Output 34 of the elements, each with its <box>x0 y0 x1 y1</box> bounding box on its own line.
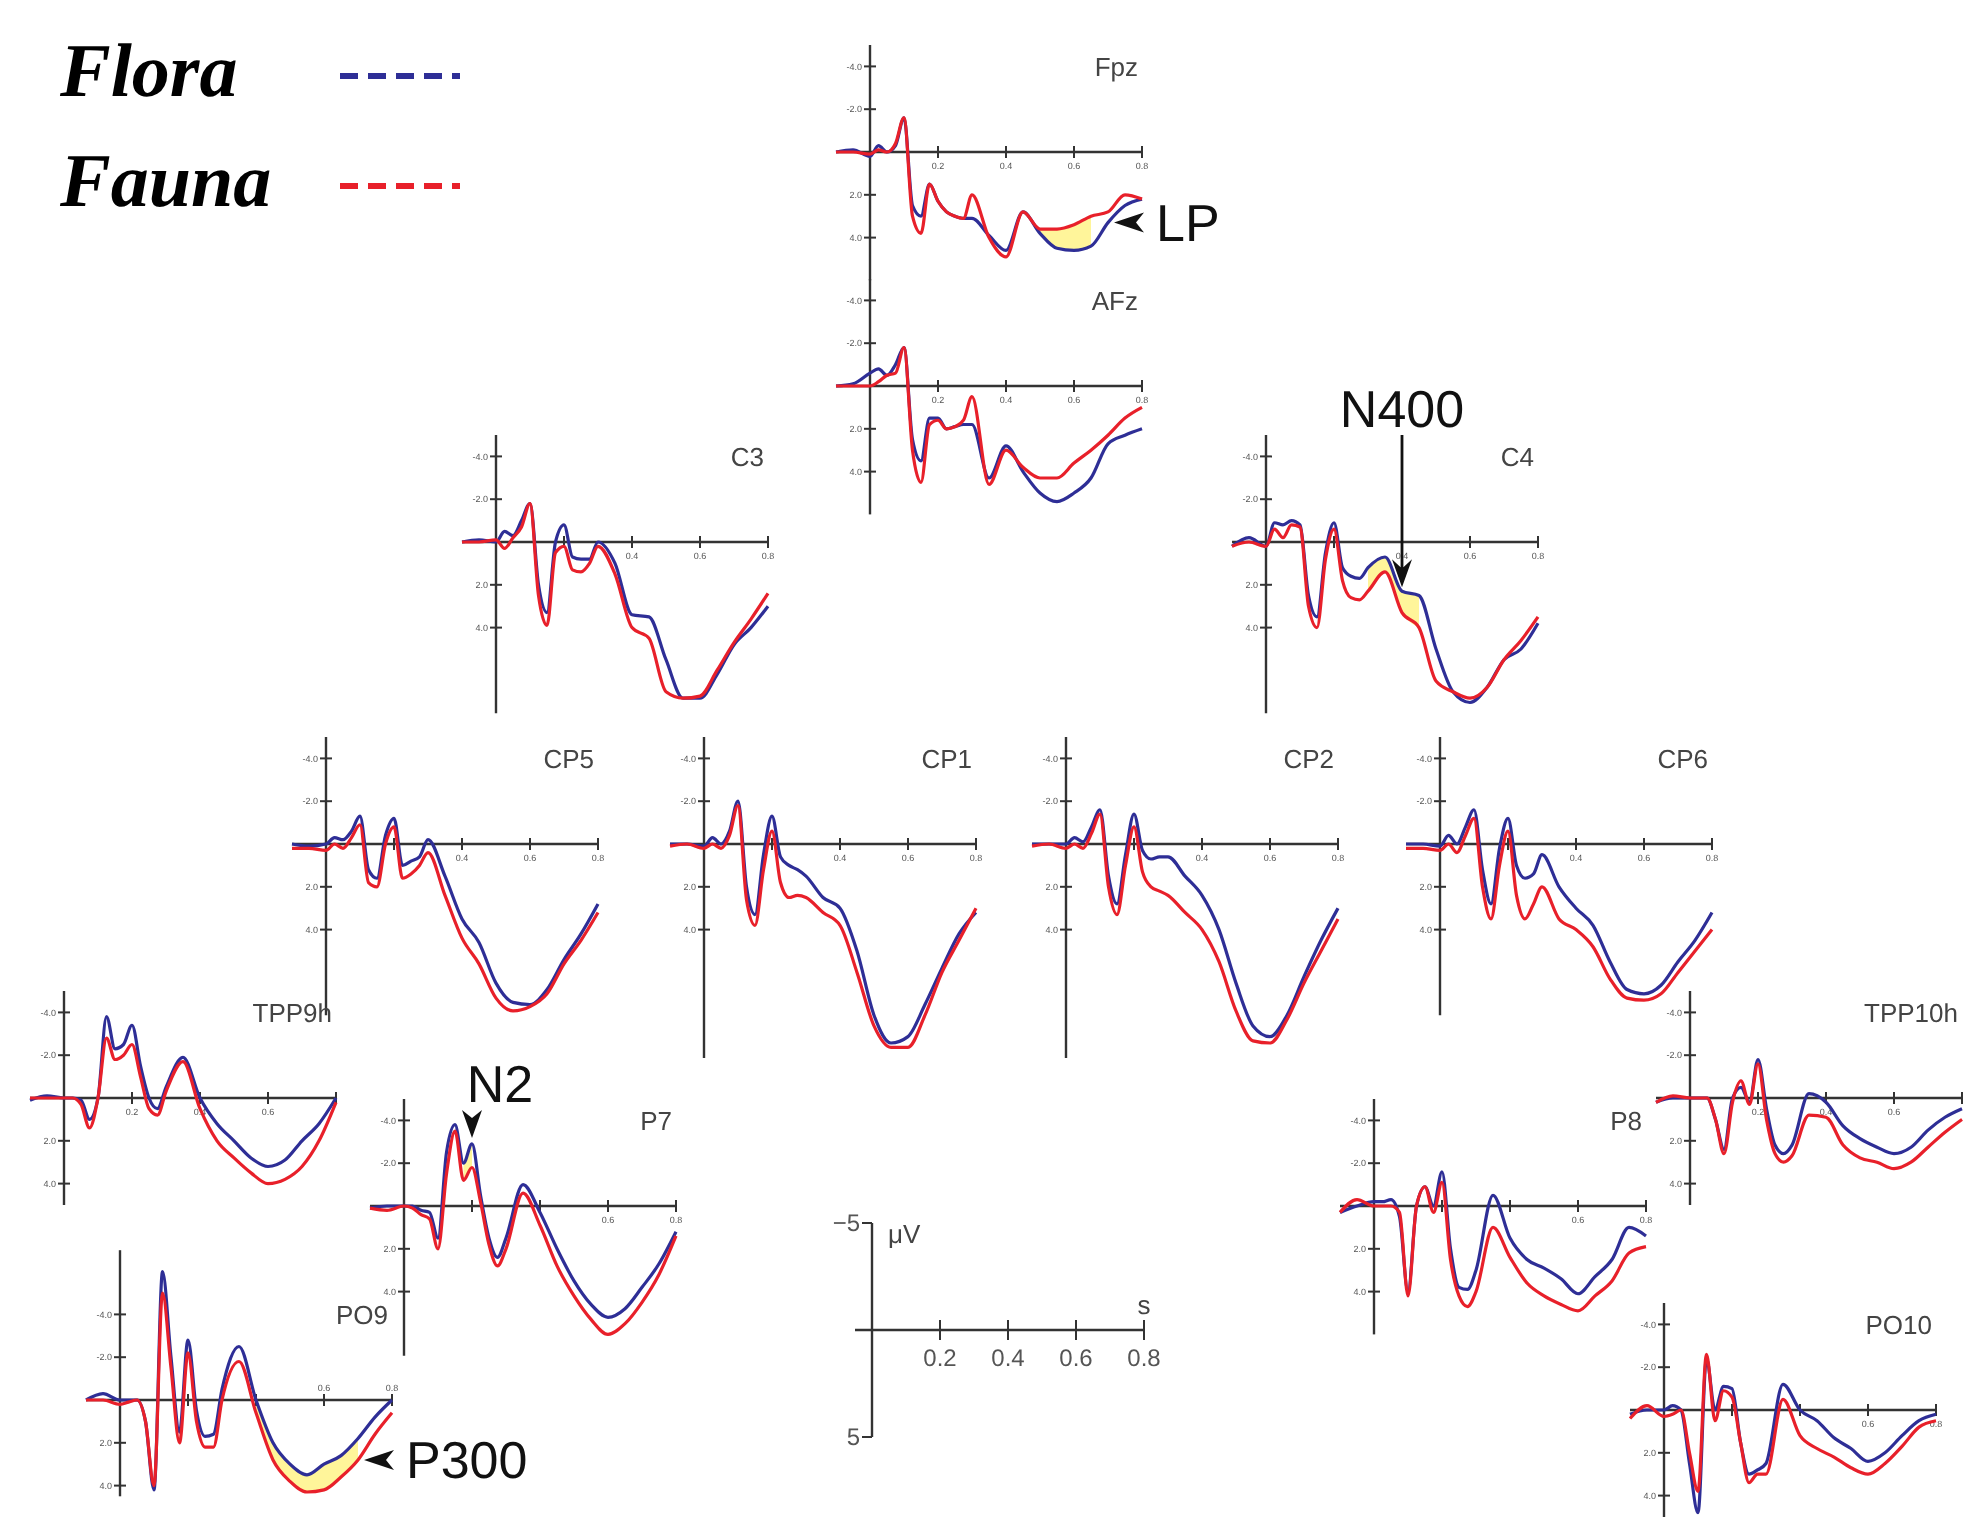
chart-title: CP2 <box>1283 744 1334 775</box>
line-series <box>28 1036 338 1186</box>
annotation: LP <box>1156 192 1220 253</box>
line-series <box>1338 1180 1648 1313</box>
annotation: P300 <box>406 1429 528 1490</box>
chart-title: C3 <box>730 442 764 473</box>
chart-title: C4 <box>1500 442 1534 473</box>
x-tick-label: 0.2 <box>923 1344 958 1372</box>
legend-label: Flora <box>58 30 238 114</box>
x-tick-label: 0.4 <box>991 1344 1026 1372</box>
x-tick-label: 0.6 <box>1059 1344 1094 1372</box>
text: PO9 <box>335 1300 388 1331</box>
x-tick-label: 0.8 <box>1127 1344 1162 1372</box>
y-axis-title: μV <box>888 1219 921 1249</box>
line-series <box>1628 1352 1938 1493</box>
chart-title: TPP9h <box>252 998 332 1029</box>
annotation: N400 <box>1339 379 1465 439</box>
x-axis-title: s <box>1137 1290 1152 1320</box>
chart-title: CP5 <box>543 744 594 775</box>
chart-title: P7 <box>640 1106 672 1137</box>
y-tick-label: −5 <box>832 1209 861 1238</box>
chart-title: TPP10h <box>1864 998 1958 1029</box>
chart-title: AFz <box>1091 286 1138 317</box>
legend-label: Fauna <box>58 140 272 224</box>
annotation: N2 <box>466 1053 534 1114</box>
chart-title: Fpz <box>1094 52 1138 83</box>
chart-title: CP6 <box>1657 744 1708 775</box>
chart-title: CP1 <box>921 744 972 775</box>
line-series <box>1654 1057 1964 1156</box>
line-series <box>460 501 770 700</box>
y-tick-label: 5 <box>846 1423 861 1452</box>
chart-title: P8 <box>1610 1106 1642 1137</box>
line-series <box>1654 1062 1964 1171</box>
chart-title: PO10 <box>1865 1310 1932 1341</box>
